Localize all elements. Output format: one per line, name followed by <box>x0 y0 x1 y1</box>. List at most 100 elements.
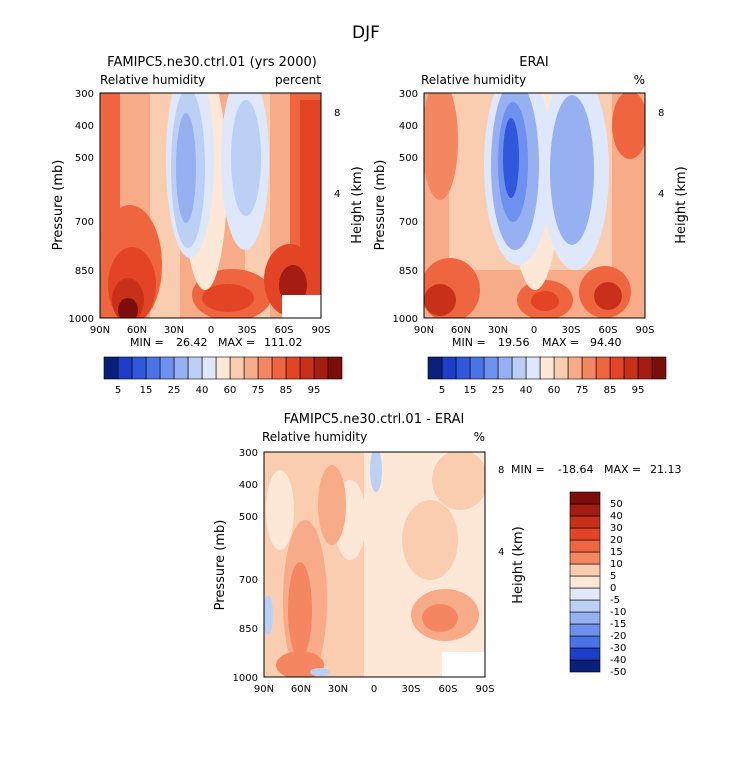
colorbar-swatch <box>569 611 601 625</box>
colorbar-swatch <box>469 356 485 380</box>
colorbar-label: 0 <box>610 583 616 594</box>
colorbar-swatch <box>595 356 611 380</box>
y-tick-label: 500 <box>75 153 94 164</box>
x-tick-label: 30S <box>401 684 420 695</box>
colorbar: 5 15 25 40 60 75 85 95 <box>103 356 343 396</box>
colorbar-label: 95 <box>632 385 645 396</box>
plot-frame <box>99 92 322 319</box>
colorbar-swatch <box>117 356 133 380</box>
contour-fill <box>300 100 321 300</box>
x-tick-label: 60S <box>598 325 617 336</box>
colorbar-swatch <box>511 356 527 380</box>
colorbar-swatch <box>215 356 231 380</box>
y-axis-label: Pressure (mb) <box>51 160 66 251</box>
colorbar-swatch <box>243 356 259 380</box>
colorbar-label: -5 <box>610 595 620 606</box>
contour-fill <box>176 113 196 223</box>
colorbar-label: 25 <box>168 385 181 396</box>
colorbar: 50 40 30 20 15 10 5 0 -5 -10 -15 -20 -30… <box>569 491 626 678</box>
contour-fill <box>424 93 458 200</box>
x-tick-label: 0 <box>531 325 537 336</box>
x-axis-ticks: 90N 60N 30N 0 30S 60S 90S <box>254 684 495 695</box>
contour-field <box>424 93 645 318</box>
colorbar-swatch <box>569 647 601 661</box>
contour-fill <box>310 668 330 676</box>
y-axis-right-label: Height (km) <box>674 166 689 243</box>
x-tick-label: 0 <box>208 325 214 336</box>
x-tick-label: 60N <box>127 325 147 336</box>
contour-fill <box>202 284 254 312</box>
colorbar-swatch <box>569 503 601 517</box>
x-tick-label: 30N <box>488 325 508 336</box>
colorbar-swatch <box>271 356 287 380</box>
variable-label: Relative humidity <box>100 73 205 87</box>
y-tick-label: 700 <box>399 217 418 228</box>
colorbar-swatch <box>525 356 541 380</box>
y-tick-label: 500 <box>239 512 258 523</box>
y-tick-label: 1000 <box>69 314 94 325</box>
colorbar-swatch <box>569 623 601 637</box>
x-tick-label: 90N <box>90 325 110 336</box>
max-label: MAX = <box>218 336 255 349</box>
colorbar-swatch <box>299 356 315 380</box>
contour-field <box>100 93 321 318</box>
colorbar-swatch <box>569 563 601 577</box>
colorbar-swatch <box>569 575 601 589</box>
panel-difference: FAMIPC5.ne30.ctrl.01 - ERAI Relative hum… <box>213 412 682 695</box>
colorbar-label: 40 <box>610 511 623 522</box>
colorbar-swatch <box>637 356 653 380</box>
height-tick-label: 4 <box>334 189 340 200</box>
colorbar-label: 60 <box>548 385 561 396</box>
height-tick-label: 4 <box>658 189 664 200</box>
colorbar-swatch <box>569 539 601 553</box>
colorbar-swatch <box>623 356 639 380</box>
y-tick-label: 1000 <box>393 314 418 325</box>
colorbar-label: 15 <box>464 385 477 396</box>
x-axis-ticks: 90N 60N 30N 0 30S 60S 90S <box>414 325 655 336</box>
colorbar-label: -30 <box>610 643 626 654</box>
x-tick-label: 30N <box>164 325 184 336</box>
y-tick-label: 400 <box>75 121 94 132</box>
colorbar-label: 10 <box>610 559 623 570</box>
colorbar-swatch <box>229 356 245 380</box>
min-value: -18.64 <box>558 463 593 476</box>
colorbar-label: -40 <box>610 655 626 666</box>
contour-fill <box>503 118 519 198</box>
min-label: MIN = <box>511 463 545 476</box>
y-axis-label: Pressure (mb) <box>373 160 388 251</box>
colorbar-swatch <box>569 659 601 673</box>
y-axis-label: Pressure (mb) <box>213 520 228 611</box>
contour-fill <box>264 595 273 635</box>
x-tick-label: 60N <box>451 325 471 336</box>
colorbar-label: 85 <box>604 385 617 396</box>
colorbar-label: 75 <box>576 385 589 396</box>
colorbar-swatch <box>257 356 273 380</box>
colorbar-label: 5 <box>439 385 445 396</box>
y-tick-label: 300 <box>399 89 418 100</box>
x-tick-label: 60S <box>438 684 457 695</box>
contour-fill <box>402 500 458 580</box>
height-tick-label: 4 <box>498 547 504 558</box>
colorbar-swatch <box>327 356 343 380</box>
colorbar-label: -10 <box>610 607 626 618</box>
colorbar-swatch <box>173 356 189 380</box>
units-label: % <box>634 73 645 87</box>
contour-fill <box>370 452 382 492</box>
colorbar-swatch <box>553 356 569 380</box>
colorbar-swatch <box>569 599 601 613</box>
y-tick-label: 850 <box>75 266 94 277</box>
colorbar-swatch <box>567 356 583 380</box>
height-tick-label: 8 <box>334 108 340 119</box>
x-axis-ticks: 90N 60N 30N 0 30S 60S 90S <box>90 325 331 336</box>
colorbar-swatch <box>483 356 499 380</box>
max-value: 21.13 <box>650 463 682 476</box>
colorbar-label: 40 <box>196 385 209 396</box>
y-tick-label: 300 <box>75 89 94 100</box>
contour-field <box>264 452 485 677</box>
contour-fill <box>118 298 138 318</box>
colorbar: 5 15 25 40 60 75 85 95 <box>427 356 667 396</box>
x-tick-label: 30N <box>328 684 348 695</box>
min-max-stats: MIN = 26.42 MAX = 111.02 <box>130 336 303 349</box>
contour-fill <box>266 470 294 550</box>
figure-title: DJF <box>352 23 380 43</box>
